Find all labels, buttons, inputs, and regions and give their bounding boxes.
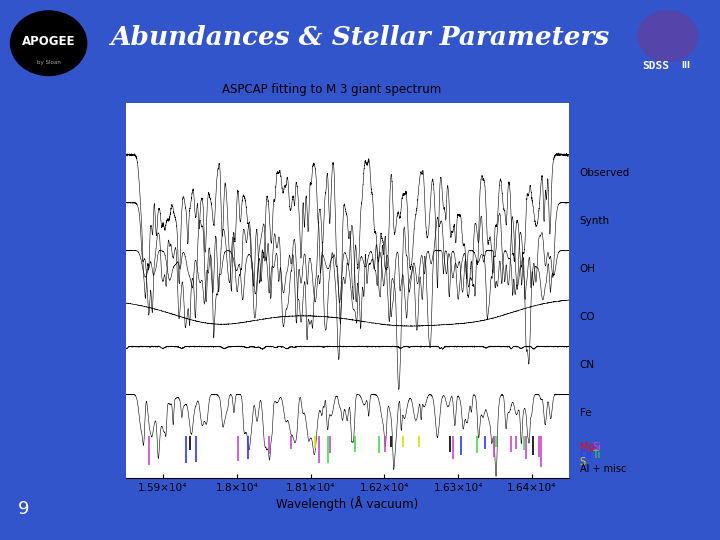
Text: Fe: Fe: [580, 408, 592, 418]
Text: CN: CN: [580, 360, 595, 370]
Text: Mg: Mg: [580, 442, 595, 451]
Text: CO: CO: [580, 312, 595, 322]
Circle shape: [638, 11, 698, 62]
Circle shape: [11, 11, 86, 76]
Text: Al + misc: Al + misc: [580, 464, 626, 474]
Text: 9: 9: [18, 501, 30, 518]
Text: SDSS: SDSS: [643, 60, 670, 71]
Text: Observed: Observed: [580, 168, 630, 179]
Text: by Sloan: by Sloan: [37, 60, 60, 65]
Text: Ca: Ca: [580, 450, 593, 460]
Text: S: S: [580, 457, 586, 467]
Text: ASPCAP fitting to M 3 giant spectrum: ASPCAP fitting to M 3 giant spectrum: [222, 83, 441, 96]
Text: APOGEE: APOGEE: [22, 35, 76, 48]
Text: OH: OH: [580, 265, 596, 274]
Text: Si: Si: [593, 442, 601, 451]
Text: Abundances & Stellar Parameters: Abundances & Stellar Parameters: [110, 25, 610, 50]
Text: III: III: [682, 61, 690, 70]
Text: Synth: Synth: [580, 217, 610, 226]
X-axis label: Wavelength (Å vacuum): Wavelength (Å vacuum): [276, 496, 418, 510]
Text: Ti: Ti: [593, 450, 600, 460]
